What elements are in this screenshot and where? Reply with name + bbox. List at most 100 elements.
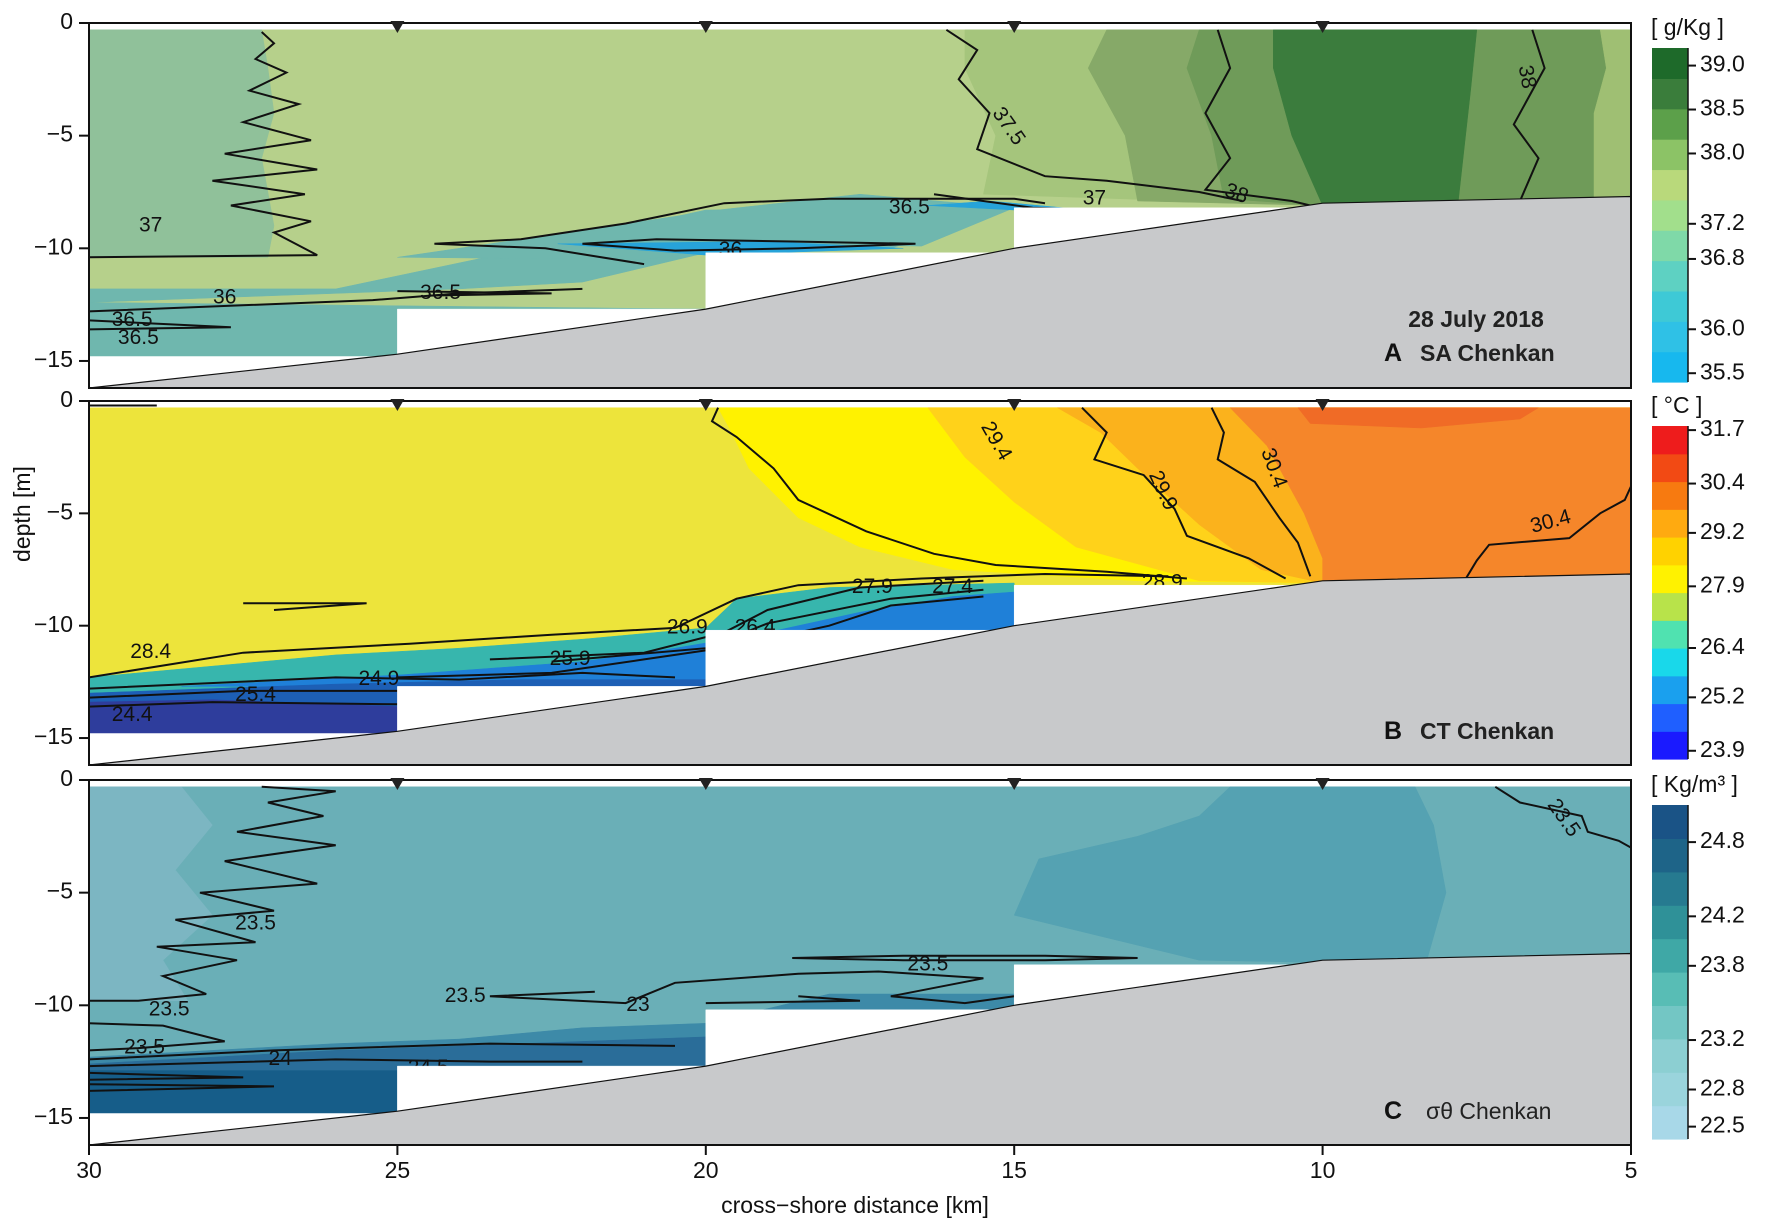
x-tick-label: 25 [385, 1157, 411, 1183]
contour-24-9 [89, 671, 676, 690]
contour-label: 24 [269, 1047, 293, 1070]
colorbar-segment [1652, 290, 1688, 322]
contour-37-west [89, 31, 318, 259]
y-tick-label: −10 [34, 990, 73, 1016]
colorbar-segment [1652, 1038, 1688, 1073]
contour-label: 27.4 [932, 575, 973, 598]
x-tick-label: 20 [693, 1157, 719, 1183]
y-tick-label: −15 [34, 723, 73, 749]
y-tick-label: −5 [47, 878, 73, 904]
y-tick-label: 0 [60, 8, 73, 34]
contour-28-4-west [243, 602, 367, 611]
station-marker [390, 21, 405, 33]
panel-letter: A [1384, 339, 1402, 367]
contour-23-5-west [89, 785, 336, 1002]
contour-label: 36.5 [118, 326, 159, 349]
station-marker [698, 778, 713, 790]
y-tick-label: 0 [60, 765, 73, 791]
contour-36-5-upper [434, 197, 1046, 266]
x-tick-label: 10 [1310, 1157, 1336, 1183]
panel-frame [88, 400, 1632, 766]
colorbar-segment [1652, 564, 1688, 594]
contour-label: 27.9 [852, 575, 893, 598]
colorbar-segment [1652, 260, 1688, 292]
contour-23-5-east [792, 954, 1138, 962]
contour-label: 23.5 [907, 952, 948, 975]
colorbar-tick-label: 39.0 [1700, 51, 1745, 77]
contour-label: 23.5 [445, 984, 486, 1007]
colorbar-segment [1652, 1072, 1688, 1107]
panel-frame [88, 22, 1632, 389]
station-marker [1007, 21, 1022, 33]
contour-27-9 [489, 579, 984, 661]
colorbar-segment [1652, 1105, 1688, 1140]
station-marker [1315, 21, 1330, 33]
station-marker [698, 21, 713, 33]
contour-29-4 [710, 407, 1187, 580]
colorbar-title: [ °C ] [1651, 392, 1702, 418]
colorbar-segment [1652, 938, 1688, 973]
contour-28-9 [89, 572, 1169, 679]
panel-b: 29.429.9 30.430.428.927.9 27.426.9 26.425.9… [34, 386, 1745, 766]
colorbar-tick-label: 29.2 [1700, 518, 1745, 544]
colorbar-tick-label: 38.0 [1700, 139, 1745, 165]
contour-36-5-west [89, 287, 583, 313]
colorbar-tick-label: 37.2 [1700, 209, 1745, 235]
colorbar-tick-label: 25.2 [1700, 682, 1745, 708]
contour-label: 37 [139, 213, 162, 236]
contour-30-4-east [1463, 485, 1631, 582]
contour-label: 37 [1083, 186, 1106, 209]
colorbar-segment [1652, 703, 1688, 732]
colorbar-segment [1652, 871, 1688, 906]
seabed [89, 195, 1631, 388]
density-nearshore [1013, 786, 1447, 963]
y-tick-label: −15 [34, 1103, 73, 1129]
y-tick-label: −10 [34, 233, 73, 259]
contour-36-b [89, 319, 231, 331]
panel-frame [88, 779, 1632, 1146]
contour-23-5-ne [1494, 785, 1631, 849]
colorbar-tick-label: 30.4 [1700, 469, 1745, 495]
panel-title: σθ Chenkan [1426, 1098, 1551, 1124]
colorbar-tick-label: 24.8 [1700, 827, 1745, 853]
x-axis-title: cross−shore distance [km] [721, 1192, 989, 1218]
x-axis: 30 25 20 15 10 5 [76, 1145, 1637, 1183]
colorbar-segment [1652, 731, 1688, 760]
y-tick-label: −5 [47, 121, 73, 147]
colorbar-segment [1652, 905, 1688, 940]
station-marker [1315, 399, 1330, 411]
y-tick-label: −10 [34, 611, 73, 637]
x-tick-label: 30 [76, 1157, 102, 1183]
station-marker [1007, 778, 1022, 790]
contour-38-east [1512, 29, 1546, 202]
contour-38 [1203, 29, 1311, 207]
colorbar-tick-label: 23.8 [1700, 951, 1745, 977]
contour-23 [705, 995, 861, 1005]
colorbar-tick-label: 23.2 [1700, 1025, 1745, 1051]
y-tick-label: 0 [60, 386, 73, 412]
date-label: 28 July 2018 [1408, 306, 1544, 332]
contour-23-5-mid [489, 970, 1015, 1005]
contour-24-5-b [89, 1071, 244, 1081]
y-axis-title: depth [m] [9, 466, 35, 562]
panel-letter: B [1384, 717, 1402, 745]
colorbar-tick-label: 36.0 [1700, 314, 1745, 340]
colorbar-tick-label: 35.5 [1700, 358, 1745, 384]
colorbar-segment [1652, 648, 1688, 677]
colorbar-segment [1652, 321, 1688, 353]
contour-label: 36.5 [889, 195, 930, 218]
colorbar-segment [1652, 426, 1688, 455]
colorbar-segment [1652, 453, 1688, 483]
colorbar: 39.0 38.5 38.0 37.2 36.8 36.0 35.5 [ g/Kg ] [1651, 14, 1745, 384]
contour-36-5-lower [397, 290, 552, 297]
colorbar-segment [1652, 351, 1688, 383]
panel-title: SA Chenkan [1420, 340, 1555, 366]
colorbar-segment [1652, 169, 1688, 201]
contour-label: 36.5 [112, 308, 153, 331]
colorbar-segment [1652, 509, 1688, 538]
